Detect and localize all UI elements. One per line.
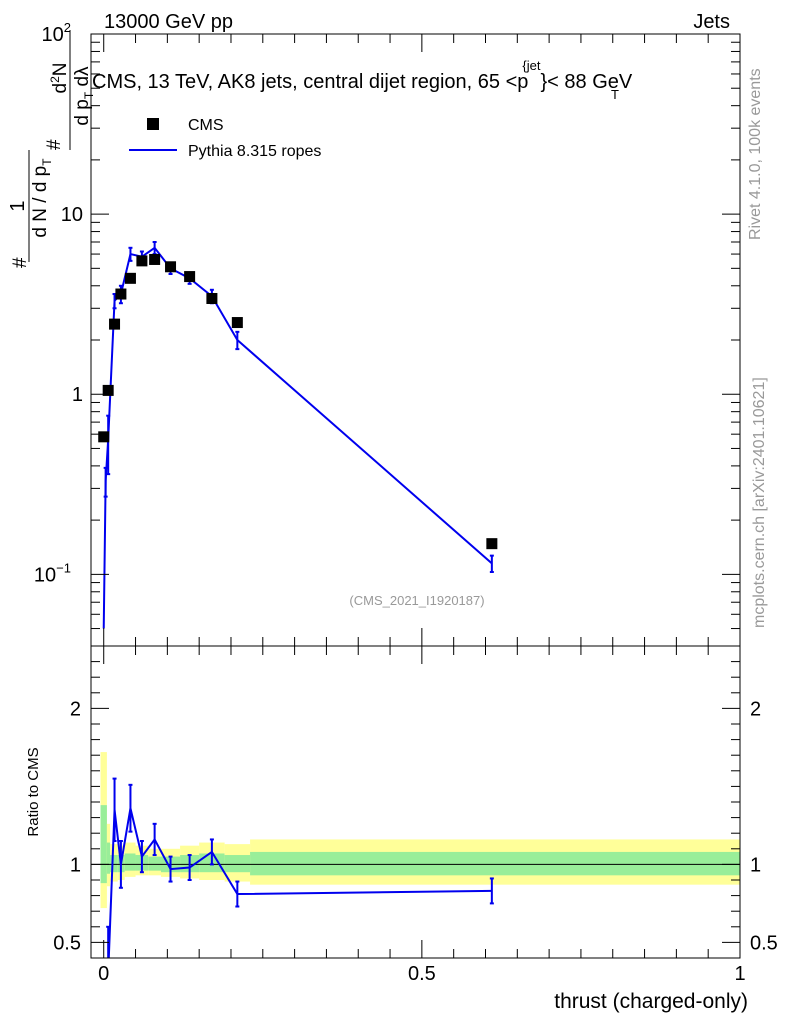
ratio-y-axis-label: Ratio to CMS	[25, 747, 42, 836]
ratio-x-tick-label: 0	[98, 963, 109, 985]
main-y-tick-label: 10	[61, 204, 83, 226]
plot-title-sub: T	[611, 87, 619, 102]
ratio-band-inner	[224, 855, 251, 873]
main-plot-area: 10−1 1 10 102	[34, 20, 741, 647]
cms-data-point	[149, 253, 161, 265]
ratio-error-bar	[128, 783, 133, 833]
ratio-band-inner	[110, 855, 118, 873]
ratio-y-tick-label-right: 0.5	[750, 932, 778, 954]
ratio-frame	[90, 645, 741, 959]
cms-data-point	[115, 288, 127, 300]
ratio-mc-line	[107, 808, 492, 958]
ylabel-frac2-num: d2N	[48, 63, 71, 94]
ratio-error-bar	[187, 854, 192, 881]
main-y-tick-label: 1	[72, 384, 83, 406]
ratio-error-bar	[152, 822, 157, 857]
ylabel-hash-1: #	[10, 257, 31, 268]
ratio-plot-area: 0.5 0.51 12 20 0.5 1	[53, 645, 778, 985]
cms-data-point	[486, 538, 498, 550]
ylabel-frac1-num: 1	[7, 200, 29, 211]
ratio-band-inner	[148, 856, 161, 871]
ratio-band-inner	[100, 805, 107, 884]
legend-label-pythia: Pythia 8.315 ropes	[188, 143, 321, 160]
cms-data-point	[206, 292, 218, 304]
cms-data-point	[136, 255, 148, 267]
ratio-error-bar	[112, 777, 117, 842]
ratio-error-bar	[489, 877, 494, 905]
plot-title-main: CMS, 13 TeV, AK8 jets, central dijet reg…	[92, 71, 517, 93]
plot-title-p: p	[517, 71, 528, 93]
plot-title-close: }	[540, 71, 547, 93]
legend: CMS Pythia 8.315 ropes	[129, 117, 321, 160]
rivet-version: Rivet 4.1.0, 100k events	[747, 68, 764, 240]
header-energy: 13000 GeV pp	[104, 11, 233, 33]
x-axis-label: thrust (charged-only)	[554, 990, 748, 1013]
ratio-band-inner	[124, 853, 136, 871]
ratio-error-bar	[118, 840, 123, 889]
mcplots-reference: mcplots.cern.ch [arXiv:2401.10621]	[751, 377, 768, 628]
ratio-y-tick-label-right: 2	[750, 698, 761, 720]
cms-data-point	[124, 272, 136, 284]
header-category: Jets	[693, 11, 730, 33]
ratio-x-tick-label: 1	[734, 963, 745, 985]
mc-line	[102, 246, 493, 629]
cms-data-point	[102, 384, 114, 396]
ratio-axes: 0.5 0.51 12 20 0.5 1	[53, 645, 778, 985]
ratio-y-tick-label: 2	[70, 698, 81, 720]
ratio-y-tick-label-right: 1	[750, 854, 761, 876]
ratio-uncertainty-bands	[91, 752, 740, 909]
ratio-band-inner	[250, 851, 740, 876]
legend-marker-cms	[147, 118, 159, 130]
ylabel-hash-2: #	[44, 139, 65, 150]
ratio-error-bar	[235, 880, 240, 908]
plot-title-sup: {jet	[522, 58, 540, 73]
ratio-error-bar	[209, 838, 214, 866]
analysis-watermark: (CMS_2021_I1920187)	[349, 593, 484, 608]
main-series-layer	[98, 241, 498, 629]
cms-data-point	[165, 261, 177, 273]
cms-data-point	[184, 271, 196, 283]
plot-title: CMS, 13 TeV, AK8 jets, central dijet reg…	[92, 58, 633, 93]
ratio-y-tick-label: 1	[70, 854, 81, 876]
plot-title-end: < 88 GeV	[547, 71, 633, 93]
cms-data-point	[109, 318, 121, 330]
main-y-tick-label: 102	[42, 20, 71, 46]
ratio-x-tick-label: 0.5	[408, 963, 436, 985]
main-y-axis-label: # 1 d N / d pT # d2N d pT dλ	[7, 30, 96, 268]
cms-data-point	[98, 431, 110, 443]
cms-data-point	[231, 317, 243, 329]
legend-label-cms: CMS	[188, 117, 224, 134]
ylabel-frac1-den: d N / d pT	[30, 158, 54, 238]
ratio-band-inner	[106, 842, 111, 874]
main-axes: 10−1 1 10 102	[34, 20, 741, 647]
ratio-y-tick-label: 0.5	[53, 932, 81, 954]
ylabel-frac2-den: d pT dλ	[72, 66, 96, 126]
ratio-error-bar	[168, 855, 173, 883]
ratio-error-bar	[139, 840, 144, 874]
main-y-tick-label: 10−1	[34, 560, 71, 586]
